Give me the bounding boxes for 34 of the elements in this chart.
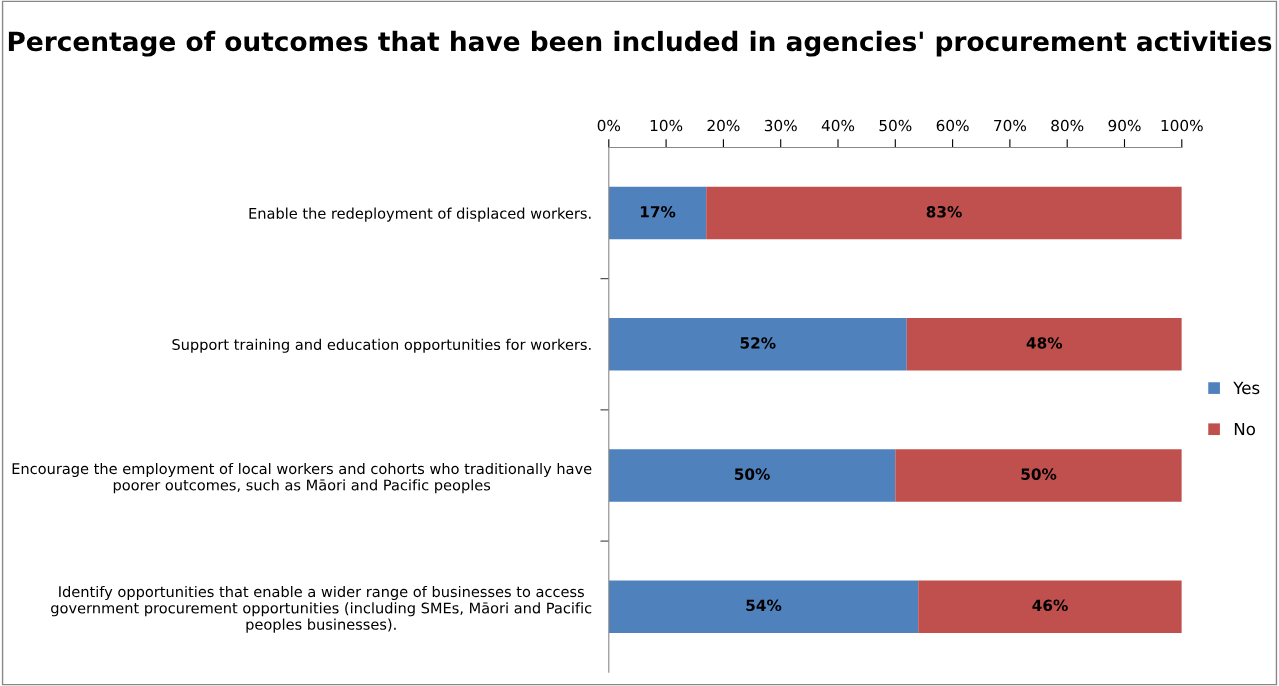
chart-title: Percentage of outcomes that have been included in agencies' procurement activities — [8, 30, 1272, 57]
x-tick-label: 60% — [936, 119, 969, 132]
bar — [608, 580, 919, 633]
data-label: 50% — [1021, 468, 1057, 480]
bar — [918, 580, 1182, 633]
data-label: 50% — [734, 468, 770, 480]
x-tick-label: 30% — [764, 119, 797, 132]
x-tick-label: 70% — [994, 119, 1027, 132]
y-tick-label: Enable the redeployment of displaced workers. — [249, 207, 591, 222]
legend-label: Yes — [1233, 381, 1260, 395]
bar — [706, 186, 1182, 240]
x-tick-label: 100% — [1161, 119, 1203, 132]
x-tick-label: 50% — [879, 119, 912, 132]
y-tick-label: Encourage the employment of local workers and cohorts who traditionally have poorer outcomes, such as Māori and Pacific peoples — [12, 462, 592, 494]
data-label: 48% — [1026, 337, 1063, 349]
y-tick-label: Support training and education opportunities for workers. — [172, 338, 591, 353]
x-tick-label: 20% — [707, 119, 740, 132]
data-label: 52% — [740, 337, 776, 349]
y-tick-label: Identify opportunities that enable a wider range of businesses to access government procurement opportunities (including SMEs, Māori and Pacific peoples businesses). — [51, 585, 592, 633]
bar — [895, 449, 1182, 502]
x-tick-label: 90% — [1108, 119, 1141, 132]
bar — [608, 449, 896, 502]
data-label: 83% — [926, 205, 962, 218]
x-tick-label: 0% — [597, 119, 621, 132]
data-label: 54% — [746, 599, 782, 612]
x-tick-label: 10% — [650, 119, 683, 132]
legend-label: No — [1234, 422, 1256, 436]
bar — [608, 318, 907, 371]
data-label: 17% — [640, 205, 676, 218]
bar — [906, 318, 1182, 371]
x-tick-label: 80% — [1051, 119, 1084, 132]
bar — [608, 186, 707, 240]
x-tick-label: 40% — [821, 119, 855, 132]
data-label: 46% — [1032, 599, 1068, 612]
